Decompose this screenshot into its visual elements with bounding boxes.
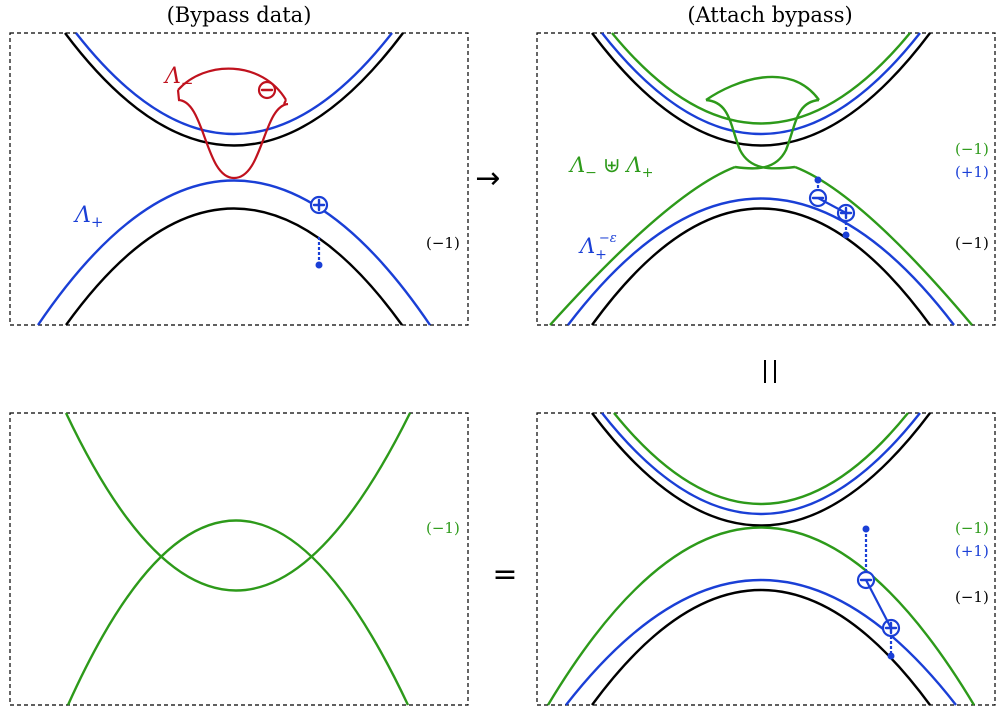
panel-top-left: Λ− Λ+ (−1) [9, 32, 469, 326]
grading-green: (−1) [426, 519, 460, 537]
panel-top-right: Λ− ⊎ Λ+ Λ+−ε (−1) (+1) (−1) [536, 32, 996, 326]
grading-black: (−1) [955, 234, 989, 252]
lower-blue-curve [567, 197, 955, 326]
red-bypass-top [176, 67, 287, 105]
green-knot-top [705, 75, 820, 101]
lower-green-curve [66, 519, 410, 706]
grading-green: (−1) [955, 140, 989, 158]
chord-endpoint-dot [814, 176, 822, 184]
title-bypass-data: (Bypass data) [167, 3, 312, 27]
label-union: Λ− ⊎ Λ+ [568, 153, 653, 181]
lower-black-curve [591, 589, 931, 706]
label-lambda-plus: Λ+ [73, 203, 103, 231]
sign-connector [817, 197, 847, 214]
equals-icon: = [492, 557, 517, 592]
panel-frame [536, 412, 996, 706]
upper-black-curve [591, 32, 931, 147]
upper-blue-curve [601, 412, 921, 516]
green-knot-right [734, 98, 820, 170]
label-lambda-eps: Λ+−ε [578, 231, 617, 263]
upper-green-curve [611, 32, 911, 125]
title-attach-bypass: (Attach bypass) [687, 3, 852, 27]
arrow-icon: → [475, 161, 500, 196]
lower-black-curve [591, 207, 931, 326]
upper-blue-curve [601, 32, 921, 136]
lower-blue-curve [37, 179, 431, 326]
vertical-equals-icon [764, 360, 776, 383]
grading-black: (−1) [955, 588, 989, 606]
upper-green-curve [64, 412, 412, 592]
chord-endpoint-dot [887, 652, 895, 660]
lower-green-curve [546, 526, 976, 706]
grading-blue: (+1) [955, 163, 989, 181]
chord-endpoint-dot [862, 525, 870, 533]
panel-frame [536, 32, 996, 326]
upper-green-curve [613, 412, 909, 505]
panel-frame [9, 412, 469, 706]
panel-frame [9, 32, 469, 326]
lower-green-curve [549, 165, 973, 326]
lower-blue-curve [565, 578, 957, 706]
chord-endpoint-dot [315, 261, 323, 269]
sign-connector [865, 579, 892, 629]
upper-black-curve [64, 32, 404, 147]
lower-black-curve [65, 207, 403, 326]
red-bypass-bottom [177, 98, 289, 180]
grading-green: (−1) [955, 519, 989, 537]
upper-black-curve [591, 412, 931, 527]
chord-endpoint-dot [842, 231, 850, 239]
upper-blue-curve [75, 32, 393, 136]
green-knot-left [705, 98, 796, 170]
label-lambda-minus: Λ− [163, 64, 193, 92]
grading-blue: (+1) [955, 542, 989, 560]
grading-black: (−1) [426, 234, 460, 252]
panel-bottom-right: (−1) (+1) (−1) [536, 412, 996, 706]
panel-bottom-left: (−1) [9, 412, 469, 706]
